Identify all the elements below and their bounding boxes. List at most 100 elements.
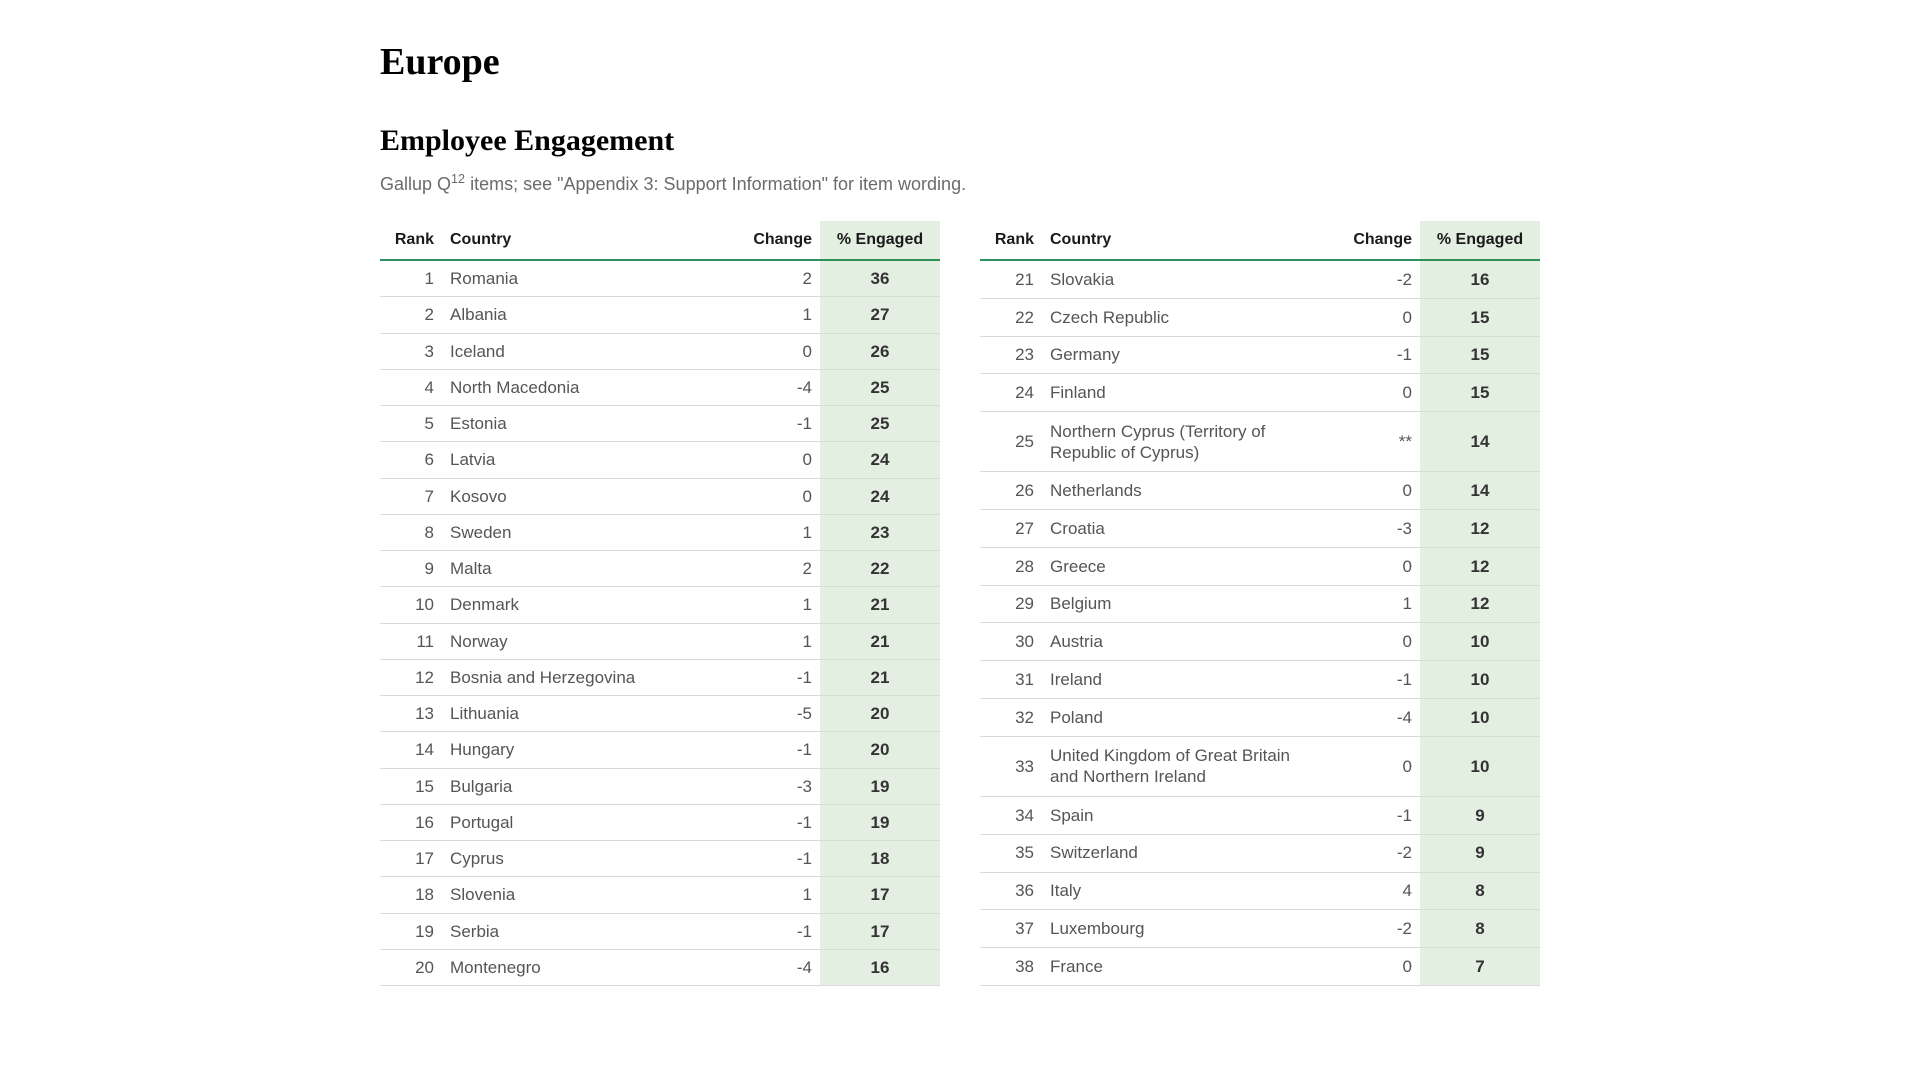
table-row: 29Belgium112 xyxy=(980,585,1540,623)
cell-country: Cyprus xyxy=(442,841,720,877)
cell-rank: 32 xyxy=(980,699,1042,737)
cell-change: 1 xyxy=(720,587,820,623)
cell-change: -1 xyxy=(720,659,820,695)
cell-country: Lithuania xyxy=(442,696,720,732)
cell-engaged: 14 xyxy=(1420,412,1540,472)
cell-change: -3 xyxy=(1320,510,1420,548)
cell-change: -4 xyxy=(1320,699,1420,737)
table-row: 26Netherlands014 xyxy=(980,472,1540,510)
cell-change: 2 xyxy=(720,551,820,587)
cell-rank: 23 xyxy=(980,336,1042,374)
cell-change: -4 xyxy=(720,949,820,985)
cell-country: Germany xyxy=(1042,336,1320,374)
cell-engaged: 12 xyxy=(1420,547,1540,585)
cell-country: Sweden xyxy=(442,514,720,550)
cell-change: 1 xyxy=(720,877,820,913)
section-title: Employee Engagement xyxy=(380,124,1540,158)
table-row: 3Iceland026 xyxy=(380,333,940,369)
cell-engaged: 21 xyxy=(820,587,940,623)
cell-engaged: 25 xyxy=(820,406,940,442)
table-row: 11Norway121 xyxy=(380,623,940,659)
cell-rank: 18 xyxy=(380,877,442,913)
cell-country: Luxembourg xyxy=(1042,910,1320,948)
cell-country: United Kingdom of Great Britain and Nort… xyxy=(1042,736,1320,796)
cell-rank: 2 xyxy=(380,297,442,333)
cell-country: Norway xyxy=(442,623,720,659)
cell-engaged: 7 xyxy=(1420,948,1540,986)
cell-rank: 24 xyxy=(980,374,1042,412)
cell-country: Switzerland xyxy=(1042,834,1320,872)
cell-rank: 37 xyxy=(980,910,1042,948)
subtitle-suffix: items; see "Appendix 3: Support Informat… xyxy=(465,174,966,194)
col-engaged: % Engaged xyxy=(1420,221,1540,260)
cell-engaged: 10 xyxy=(1420,699,1540,737)
cell-country: Slovakia xyxy=(1042,260,1320,298)
cell-engaged: 10 xyxy=(1420,661,1540,699)
col-rank: Rank xyxy=(380,221,442,260)
cell-country: Malta xyxy=(442,551,720,587)
cell-country: France xyxy=(1042,948,1320,986)
table-row: 35Switzerland-29 xyxy=(980,834,1540,872)
cell-engaged: 24 xyxy=(820,442,940,478)
cell-change: 1 xyxy=(720,297,820,333)
cell-rank: 9 xyxy=(380,551,442,587)
cell-engaged: 27 xyxy=(820,297,940,333)
cell-country: Denmark xyxy=(442,587,720,623)
cell-change: -1 xyxy=(720,804,820,840)
cell-engaged: 17 xyxy=(820,877,940,913)
cell-country: Romania xyxy=(442,260,720,297)
table-row: 33United Kingdom of Great Britain and No… xyxy=(980,736,1540,796)
cell-change: -1 xyxy=(720,913,820,949)
cell-rank: 27 xyxy=(980,510,1042,548)
cell-rank: 33 xyxy=(980,736,1042,796)
cell-rank: 22 xyxy=(980,298,1042,336)
table-row: 5Estonia-125 xyxy=(380,406,940,442)
cell-rank: 31 xyxy=(980,661,1042,699)
engagement-table-left: Rank Country Change % Engaged 1Romania23… xyxy=(380,221,940,986)
cell-change: 0 xyxy=(720,478,820,514)
cell-change: -1 xyxy=(1320,796,1420,834)
cell-rank: 35 xyxy=(980,834,1042,872)
table-row: 23Germany-115 xyxy=(980,336,1540,374)
cell-country: Czech Republic xyxy=(1042,298,1320,336)
cell-change: 0 xyxy=(1320,298,1420,336)
cell-rank: 8 xyxy=(380,514,442,550)
cell-engaged: 15 xyxy=(1420,298,1540,336)
cell-rank: 38 xyxy=(980,948,1042,986)
cell-country: Poland xyxy=(1042,699,1320,737)
cell-country: Estonia xyxy=(442,406,720,442)
cell-engaged: 25 xyxy=(820,369,940,405)
cell-rank: 7 xyxy=(380,478,442,514)
cell-change: 0 xyxy=(720,333,820,369)
table-row: 34Spain-19 xyxy=(980,796,1540,834)
cell-country: Spain xyxy=(1042,796,1320,834)
table-row: 7Kosovo024 xyxy=(380,478,940,514)
cell-rank: 10 xyxy=(380,587,442,623)
table-row: 8Sweden123 xyxy=(380,514,940,550)
cell-change: 1 xyxy=(720,514,820,550)
cell-engaged: 26 xyxy=(820,333,940,369)
cell-country: Netherlands xyxy=(1042,472,1320,510)
cell-change: -5 xyxy=(720,696,820,732)
cell-engaged: 23 xyxy=(820,514,940,550)
table-row: 37Luxembourg-28 xyxy=(980,910,1540,948)
cell-change: 0 xyxy=(1320,736,1420,796)
table-row: 1Romania236 xyxy=(380,260,940,297)
cell-rank: 28 xyxy=(980,547,1042,585)
cell-engaged: 16 xyxy=(1420,260,1540,298)
cell-country: Latvia xyxy=(442,442,720,478)
cell-rank: 30 xyxy=(980,623,1042,661)
cell-engaged: 19 xyxy=(820,804,940,840)
table-row: 32Poland-410 xyxy=(980,699,1540,737)
cell-change: -1 xyxy=(720,732,820,768)
cell-rank: 34 xyxy=(980,796,1042,834)
cell-country: Portugal xyxy=(442,804,720,840)
table-row: 28Greece012 xyxy=(980,547,1540,585)
cell-change: 1 xyxy=(720,623,820,659)
table-row: 15Bulgaria-319 xyxy=(380,768,940,804)
table-row: 13Lithuania-520 xyxy=(380,696,940,732)
cell-engaged: 15 xyxy=(1420,336,1540,374)
table-row: 19Serbia-117 xyxy=(380,913,940,949)
cell-rank: 16 xyxy=(380,804,442,840)
cell-change: 0 xyxy=(1320,623,1420,661)
